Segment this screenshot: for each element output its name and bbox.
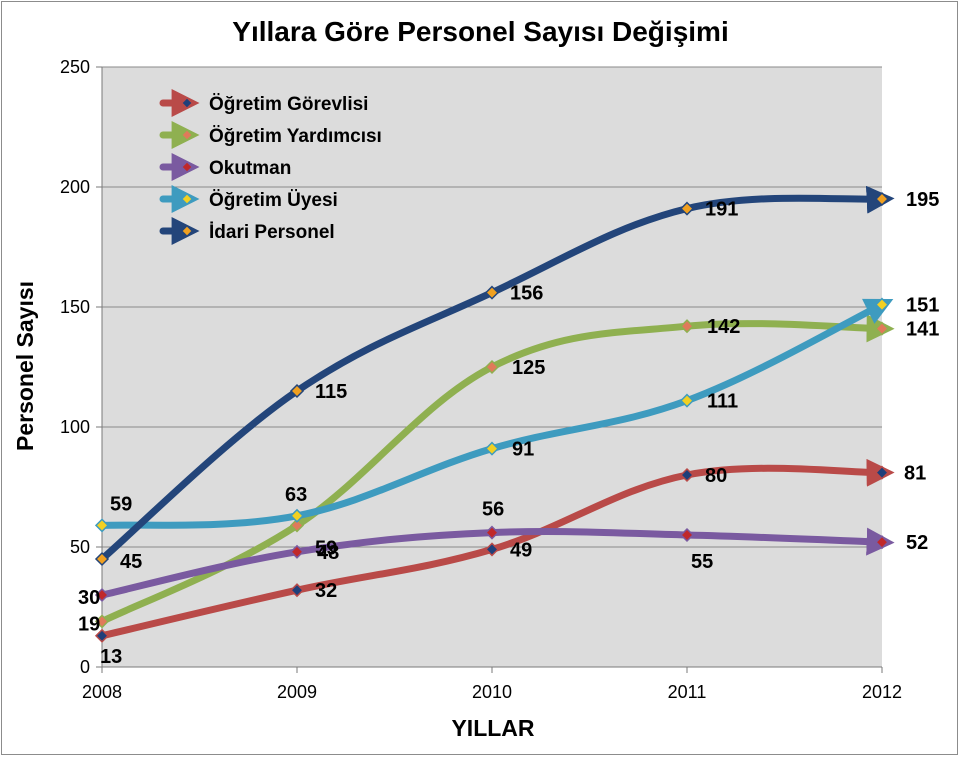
data-label: 49	[510, 539, 532, 561]
y-tick-label: 0	[80, 657, 90, 677]
data-point	[94, 551, 110, 567]
data-label: 55	[691, 551, 713, 573]
data-point	[679, 527, 695, 543]
data-point	[484, 542, 500, 557]
y-axis-title: Personel Sayısı	[12, 281, 38, 451]
data-point	[94, 518, 110, 533]
data-point	[289, 518, 305, 533]
data-label: 141	[906, 319, 939, 341]
data-point	[484, 359, 500, 375]
data-label: 52	[906, 532, 928, 554]
data-point	[874, 321, 890, 336]
data-point	[874, 191, 890, 207]
data-point	[94, 628, 110, 643]
legend-label: Öğretim Görevlisi	[209, 94, 368, 115]
series-markers	[94, 191, 890, 643]
data-point	[874, 297, 890, 312]
legend-marker	[181, 193, 193, 205]
data-label: 30	[78, 587, 100, 609]
data-point	[679, 319, 695, 334]
data-labels: 13 32 49 80 81 19 59 125 142 141 30 48 56 55 52 59 63 91 1…	[78, 189, 939, 668]
data-point	[679, 393, 695, 408]
legend-marker	[181, 225, 193, 237]
legend: Öğretim Görevlisi Öğretim Yardımcısı Okutm…	[159, 89, 382, 245]
data-label: 195	[906, 189, 939, 211]
y-tick-label: 250	[60, 57, 90, 77]
legend-label: İdari Personel	[209, 222, 335, 243]
data-label: 151	[906, 295, 939, 317]
data-label: 63	[285, 484, 307, 506]
x-tick-label: 2009	[277, 682, 317, 702]
data-point	[289, 544, 305, 559]
data-label: 125	[512, 357, 545, 379]
x-tick-label: 2008	[82, 682, 122, 702]
data-label: 91	[512, 439, 534, 461]
data-label: 59	[315, 537, 337, 559]
data-point	[679, 201, 695, 216]
data-point	[679, 467, 695, 483]
data-point	[874, 465, 890, 480]
data-label: 13	[100, 646, 122, 668]
legend-label: Öğretim Yardımcısı	[209, 126, 382, 147]
data-point	[94, 614, 110, 629]
legend-marker	[181, 161, 193, 173]
data-label: 59	[110, 493, 132, 515]
data-label: 32	[315, 580, 337, 602]
data-point	[289, 508, 305, 523]
data-label: 156	[510, 283, 543, 305]
data-label: 80	[705, 465, 727, 487]
legend-label: Okutman	[209, 158, 291, 179]
data-point	[289, 383, 305, 399]
data-label: 48	[317, 542, 339, 564]
y-tick-label: 200	[60, 177, 90, 197]
x-tick-label: 2012	[862, 682, 902, 702]
data-label: 142	[707, 316, 740, 338]
y-tick-label: 50	[70, 537, 90, 557]
x-tick-label: 2010	[472, 682, 512, 702]
data-label: 111	[707, 391, 738, 413]
x-tick-label: 2011	[668, 682, 707, 702]
y-tick-label: 100	[60, 417, 90, 437]
x-axis-title: YILLAR	[451, 715, 534, 741]
data-point	[289, 583, 305, 598]
data-point	[484, 285, 500, 300]
y-tick-label: 150	[60, 297, 90, 317]
chart-title: Yıllara Göre Personel Sayısı Değişimi	[232, 16, 729, 47]
data-point	[94, 587, 110, 603]
data-label: 19	[78, 613, 100, 635]
data-point	[484, 525, 500, 540]
data-label: 81	[904, 463, 926, 485]
data-label: 115	[315, 381, 347, 403]
data-label: 56	[482, 499, 504, 521]
data-label: 191	[705, 199, 738, 221]
legend-label: Öğretim Üyesi	[209, 190, 338, 211]
data-point	[874, 535, 890, 550]
data-label: 45	[120, 551, 142, 573]
data-point	[484, 441, 500, 456]
legend-marker	[181, 97, 193, 109]
legend-marker	[181, 129, 193, 141]
